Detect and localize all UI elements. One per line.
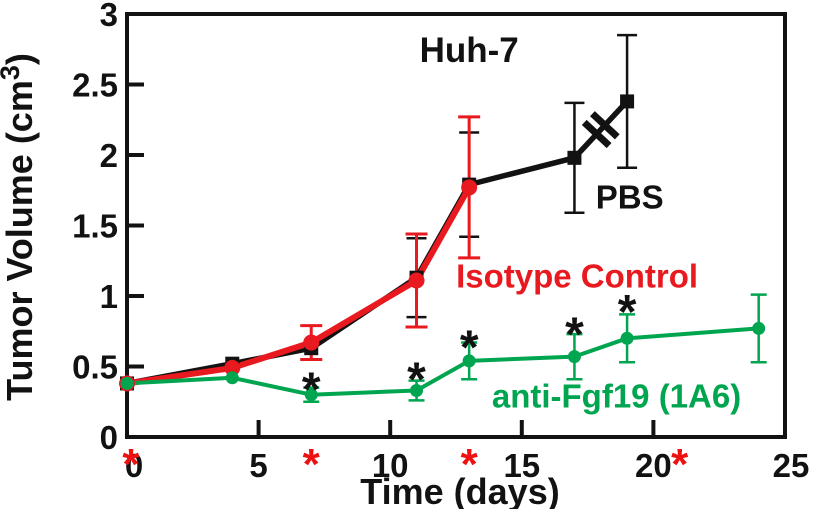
isotype-control-label: Isotype Control	[456, 258, 698, 295]
x-tick-label: 10	[372, 447, 409, 484]
data-point	[224, 359, 241, 376]
data-point	[410, 383, 424, 397]
significance-asterisk: *	[407, 354, 426, 407]
chart-element: )	[0, 53, 40, 65]
x-tick-label: 5	[249, 447, 267, 484]
x-tick-label: 20	[635, 447, 672, 484]
x-tick-label: 25	[773, 447, 810, 484]
anti-fgf19-1a6-markers	[120, 321, 766, 402]
plot-title: Huh-7	[420, 31, 519, 70]
data-point	[620, 331, 634, 345]
axis-break-mark	[590, 111, 620, 140]
significance-asterisk: *	[565, 309, 584, 362]
dosing-asterisk: *	[122, 440, 140, 489]
plot-frame	[125, 12, 787, 439]
axis-break-mark	[581, 119, 612, 149]
data-point	[620, 94, 635, 109]
dosing-asterisk: *	[671, 440, 689, 489]
data-point	[752, 321, 766, 335]
pbs-label: PBS	[596, 179, 664, 216]
data-point	[567, 350, 581, 364]
dosing-asterisk: *	[461, 440, 479, 489]
y-tick-label: 0	[100, 419, 118, 456]
anti-fgf19-1a6-label: anti-Fgf19 (1A6)	[492, 377, 741, 414]
anti-fgf19-1a6-series	[126, 326, 759, 397]
significance-asterisk: *	[460, 321, 479, 374]
anti-fgf19-1a6-line	[126, 326, 759, 397]
data-point	[408, 272, 425, 289]
chart-element: 3	[0, 65, 25, 80]
y-tick-label: 2	[100, 137, 118, 174]
y-tick-label: 1.5	[72, 208, 118, 245]
y-tick-label: 1	[100, 278, 118, 315]
y-axis-label: Tumor Volume (cm3)	[0, 53, 40, 401]
y-tick-label: 0.5	[72, 349, 118, 386]
x-axis-label: Time (days)	[360, 471, 559, 509]
x-tick-label: 0	[125, 447, 143, 484]
data-point	[462, 354, 476, 368]
data-point	[225, 371, 239, 385]
data-point	[120, 376, 134, 390]
chart-element: Tumor Volume (cm	[0, 80, 40, 401]
data-point	[567, 150, 582, 165]
data-point	[461, 179, 478, 196]
significance-asterisk: *	[302, 364, 321, 417]
data-point	[303, 334, 320, 351]
y-tick-label: 2.5	[72, 67, 118, 104]
y-tick-label: 3	[100, 0, 118, 33]
data-point	[304, 388, 318, 402]
x-tick-label: 15	[503, 447, 540, 484]
dosing-asterisk: *	[303, 440, 321, 489]
significance-asterisk: *	[618, 286, 637, 339]
